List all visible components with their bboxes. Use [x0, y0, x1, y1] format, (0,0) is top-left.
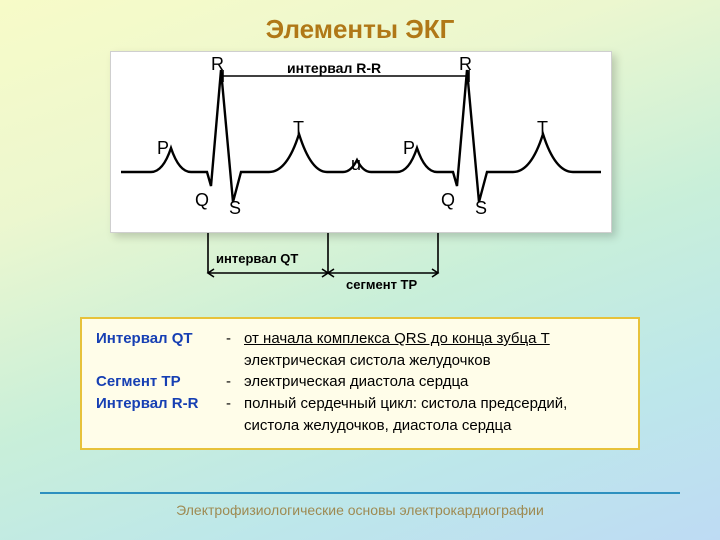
slide: Элементы ЭКГ P R Q S T u P R Q S [0, 0, 720, 540]
def-text-rr: полный сердечный цикл: систола предсерди… [244, 394, 624, 414]
label-p1: P [157, 138, 169, 159]
label-t1: T [293, 118, 304, 139]
label-s2: S [475, 198, 487, 219]
def-row-tp: Сегмент TP - электрическая диастола серд… [96, 372, 624, 392]
def-cont-qt: электрическая систола желудочков [244, 351, 624, 371]
def-term-rr: Интервал R-R [96, 394, 226, 414]
def-text-tp: электрическая диастола сердца [244, 372, 624, 392]
def-cont-rr: систола желудочков, диастола сердца [244, 416, 624, 436]
def-term-qt: Интервал QT [96, 329, 226, 349]
ecg-path [121, 70, 601, 202]
def-dash: - [226, 394, 244, 414]
label-q1: Q [195, 190, 209, 211]
label-interval-qt: интервал QT [216, 251, 298, 266]
intervals-below: интервал QT сегмент TP [110, 233, 610, 299]
slide-title: Элементы ЭКГ [20, 14, 700, 45]
ecg-box: P R Q S T u P R Q S T интервал R-R [110, 51, 612, 233]
label-s1: S [229, 198, 241, 219]
def-term-tp: Сегмент TP [96, 372, 226, 392]
label-t2: T [537, 118, 548, 139]
def-row-rr: Интервал R-R - полный сердечный цикл: си… [96, 394, 624, 414]
ecg-diagram: P R Q S T u P R Q S T интервал R-R [110, 51, 610, 299]
def-dash: - [226, 329, 244, 349]
label-u: u [351, 154, 361, 175]
label-r1: R [211, 54, 224, 75]
label-q2: Q [441, 190, 455, 211]
footer-text: Электрофизиологические основы электрокар… [0, 502, 720, 518]
label-r2: R [459, 54, 472, 75]
ecg-svg [111, 52, 611, 232]
def-row-qt: Интервал QT - от начала комплекса QRS до… [96, 329, 624, 349]
def-dash: - [226, 372, 244, 392]
label-segment-tp: сегмент TP [346, 277, 417, 292]
def-text-qt: от начала комплекса QRS до конца зубца T [244, 329, 624, 349]
label-rr: интервал R-R [287, 60, 381, 76]
label-p2: P [403, 138, 415, 159]
footer-divider [40, 492, 680, 494]
definitions-box: Интервал QT - от начала комплекса QRS до… [80, 317, 640, 450]
